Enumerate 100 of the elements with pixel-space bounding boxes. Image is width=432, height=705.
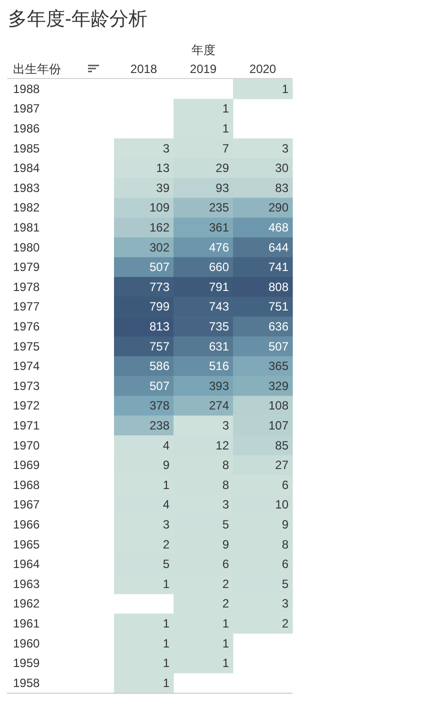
cell-label: 302 <box>149 240 170 254</box>
cell-label: 162 <box>149 220 170 234</box>
cell-label: 1 <box>162 616 170 630</box>
row-label: 1985 <box>13 141 40 156</box>
cell-label: 39 <box>156 180 170 195</box>
cell-label: 1 <box>222 616 229 630</box>
cell-label: 361 <box>208 220 229 234</box>
cell-label: 507 <box>149 378 170 393</box>
row-label: 1967 <box>13 498 40 512</box>
row-label: 1982 <box>13 200 40 215</box>
cell-label: 1 <box>162 636 170 650</box>
cell-label: 813 <box>149 320 170 334</box>
cell-label: 393 <box>208 378 229 393</box>
row-label: 1974 <box>13 359 40 374</box>
row-label: 1976 <box>13 320 40 334</box>
cell-label: 741 <box>268 260 288 274</box>
row-label: 1986 <box>13 122 40 136</box>
row-label: 1978 <box>13 280 40 294</box>
cell-label: 2 <box>222 596 229 611</box>
cell-label: 108 <box>268 398 288 413</box>
cell-label: 8 <box>222 478 229 492</box>
cell-label: 757 <box>149 339 170 354</box>
cell-label: 5 <box>162 557 170 572</box>
row-label: 1962 <box>13 596 40 611</box>
cell-label: 644 <box>268 240 288 254</box>
row-label: 1984 <box>13 161 40 176</box>
cell-label: 660 <box>208 260 229 274</box>
cell-label: 1 <box>222 102 229 116</box>
row-label: 1965 <box>13 537 40 552</box>
cell-label: 516 <box>208 359 229 374</box>
xlabel: 年度 <box>191 43 216 57</box>
column-label: 2020 <box>249 62 276 76</box>
cell-label: 773 <box>149 280 170 294</box>
row-label: 1966 <box>13 518 40 532</box>
cell-label: 4 <box>162 438 170 452</box>
cell-label: 586 <box>149 359 170 374</box>
row-label: 1971 <box>13 418 40 432</box>
cell-label: 85 <box>275 438 288 452</box>
cell-label: 329 <box>268 378 288 393</box>
cell-label: 1 <box>162 676 170 690</box>
cell-label: 507 <box>149 260 170 274</box>
cell-label: 1 <box>222 636 229 650</box>
cell-label: 3 <box>162 518 170 532</box>
row-label: 1959 <box>13 656 40 670</box>
cell-label: 107 <box>268 418 288 432</box>
row-label: 1969 <box>13 458 40 472</box>
cell-label: 2 <box>222 576 229 591</box>
cell-label: 791 <box>208 280 229 294</box>
cell-label: 365 <box>268 359 288 374</box>
row-label: 1972 <box>13 398 40 413</box>
row-label: 1964 <box>13 557 40 572</box>
cell-label: 9 <box>162 458 170 472</box>
cell-label: 507 <box>268 339 288 354</box>
cell-label: 6 <box>222 557 229 572</box>
cell-label: 6 <box>282 557 288 572</box>
row-label: 1977 <box>13 300 40 314</box>
cell-label: 743 <box>208 300 229 314</box>
cell-label: 1 <box>162 576 170 591</box>
cell-label: 799 <box>149 300 170 314</box>
cell-label: 83 <box>275 180 288 195</box>
ylabel: 出生年份 <box>13 62 61 76</box>
cell-label: 109 <box>149 200 170 215</box>
cell-label: 2 <box>282 616 288 630</box>
row-label: 1981 <box>13 220 40 234</box>
cell-label: 5 <box>222 518 229 532</box>
title: 多年度-年龄分析 <box>8 9 148 30</box>
cell-label: 636 <box>268 320 288 334</box>
row-label: 1987 <box>13 102 40 116</box>
cell-label: 378 <box>149 398 170 413</box>
row-label: 1979 <box>13 260 40 274</box>
row-label: 1958 <box>13 676 40 690</box>
cell-label: 1 <box>222 122 229 136</box>
cell-label: 3 <box>222 418 229 432</box>
row-label: 1975 <box>13 339 40 354</box>
cell-label: 2 <box>162 537 170 552</box>
cell-label: 1 <box>162 478 170 492</box>
cell-label: 29 <box>216 161 229 176</box>
cell-label: 8 <box>222 458 229 472</box>
cell-label: 30 <box>275 161 288 176</box>
cell-label: 10 <box>275 498 288 512</box>
row-label: 1961 <box>13 616 40 630</box>
cell-label: 93 <box>216 180 229 195</box>
cell-label: 3 <box>282 141 288 156</box>
cell-label: 1 <box>162 656 170 670</box>
cell-label: 735 <box>208 320 229 334</box>
cell-label: 808 <box>268 280 288 294</box>
cell-label: 1 <box>222 656 229 670</box>
cell-label: 238 <box>149 418 170 432</box>
row-label: 1983 <box>13 180 40 195</box>
cell-label: 1 <box>282 82 288 96</box>
cell-label: 8 <box>282 537 288 552</box>
cell-label: 9 <box>282 518 288 532</box>
cell-label: 5 <box>282 576 288 591</box>
cell-label: 9 <box>222 537 229 552</box>
cell-label: 7 <box>222 141 229 156</box>
cell-label: 468 <box>268 220 288 234</box>
row-label: 1963 <box>13 576 40 591</box>
row-label: 1970 <box>13 438 40 452</box>
row-label: 1988 <box>13 82 40 96</box>
row-label: 1960 <box>13 636 40 650</box>
